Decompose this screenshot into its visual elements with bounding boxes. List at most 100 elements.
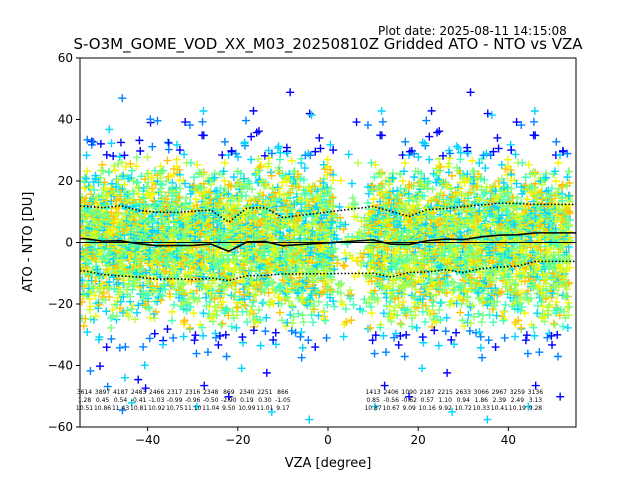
- scatter-point: [397, 320, 406, 329]
- scatter-point: [161, 267, 170, 276]
- scatter-point: [145, 304, 154, 313]
- scatter-point: [239, 174, 248, 183]
- scatter-point: [119, 172, 128, 181]
- scatter-point: [163, 212, 172, 221]
- scatter-point: [109, 273, 118, 282]
- scatter-point: [367, 309, 376, 318]
- scatter-point: [90, 186, 99, 195]
- scatter-point: [96, 362, 105, 371]
- scatter-point: [418, 333, 427, 342]
- scatter-point: [244, 177, 253, 186]
- scatter-point: [82, 263, 91, 272]
- scatter-point: [242, 191, 251, 200]
- scatter-point: [163, 325, 172, 334]
- scatter-point: [107, 323, 116, 332]
- scatter-point: [427, 296, 436, 305]
- scatter-point: [396, 319, 405, 328]
- scatter-point: [116, 297, 125, 306]
- scatter-point: [91, 171, 100, 180]
- scatter-point: [181, 118, 190, 127]
- scatter-point: [105, 277, 114, 286]
- scatter-point: [173, 140, 182, 149]
- scatter-point: [179, 279, 188, 288]
- scatter-point: [107, 197, 116, 206]
- scatter-point: [240, 139, 249, 148]
- scatter-point: [222, 200, 231, 209]
- scatter-point: [180, 290, 189, 299]
- scatter-point: [226, 242, 235, 251]
- scatter-point: [337, 176, 346, 185]
- scatter-point: [401, 158, 410, 167]
- scatter-point: [149, 283, 158, 292]
- scatter-point: [237, 223, 246, 232]
- scatter-point: [220, 158, 229, 167]
- scatter-point: [205, 297, 214, 306]
- scatter-point: [102, 150, 111, 159]
- scatter-point: [419, 338, 428, 347]
- scatter-point: [215, 287, 224, 296]
- scatter-point: [321, 316, 330, 325]
- scatter-point: [224, 392, 233, 401]
- scatter-point: [254, 154, 263, 163]
- scatter-point: [262, 368, 271, 377]
- scatter-point: [353, 158, 362, 167]
- scatter-point: [204, 189, 213, 198]
- scatter-point: [103, 382, 112, 391]
- scatter-point: [249, 297, 258, 306]
- scatter-point: [118, 406, 127, 415]
- scatter-point: [335, 202, 344, 211]
- scatter-point: [134, 375, 143, 384]
- scatter-point: [227, 146, 236, 155]
- scatter-point: [80, 276, 86, 285]
- scatter-point: [232, 323, 241, 332]
- scatter-point: [231, 248, 240, 257]
- scatter-point: [227, 322, 236, 331]
- scatter-point: [256, 341, 265, 350]
- scatter-point: [236, 169, 245, 178]
- scatter-point: [94, 264, 103, 273]
- scatter-point: [391, 303, 400, 312]
- scatter-point: [186, 158, 195, 167]
- scatter-point: [107, 139, 116, 148]
- scatter-point: [120, 276, 129, 285]
- scatter-point: [286, 88, 295, 97]
- scatter-point: [254, 305, 263, 314]
- scatter-point: [298, 343, 307, 352]
- scatter-point: [98, 166, 107, 175]
- scatter-point: [328, 176, 337, 185]
- scatter-point: [199, 170, 208, 179]
- scatter-point: [224, 311, 233, 320]
- scatter-point: [85, 295, 94, 304]
- scatter-point: [153, 116, 162, 125]
- scatter-point: [142, 182, 151, 191]
- scatter-point: [179, 294, 188, 303]
- scatter-point: [347, 179, 356, 188]
- scatter-point: [147, 173, 156, 182]
- scatter-point: [181, 179, 190, 188]
- scatter-point: [456, 308, 465, 317]
- scatter-point: [425, 132, 434, 141]
- scatter-point: [134, 190, 143, 199]
- scatter-point: [99, 289, 108, 298]
- scatter-point: [93, 265, 102, 274]
- scatter-point: [257, 161, 266, 170]
- scatter-point: [175, 193, 184, 202]
- scatter-point: [168, 307, 177, 316]
- scatter-point: [307, 111, 316, 120]
- scatter-point: [235, 287, 244, 296]
- scatter-point: [91, 277, 100, 286]
- scatter-point: [112, 175, 121, 184]
- scatter-point: [190, 336, 199, 345]
- scatter-point: [200, 381, 209, 390]
- scatter-point: [254, 197, 263, 206]
- scatter-point: [245, 311, 254, 320]
- scatter-point: [110, 161, 119, 170]
- scatter-point: [239, 338, 248, 347]
- scatter-point: [94, 304, 103, 313]
- scatter-point: [370, 349, 379, 358]
- scatter-point: [132, 153, 141, 162]
- scatter-point: [306, 151, 315, 160]
- scatter-point: [256, 162, 265, 171]
- scatter-point: [199, 331, 208, 340]
- scatter-point: [105, 189, 114, 198]
